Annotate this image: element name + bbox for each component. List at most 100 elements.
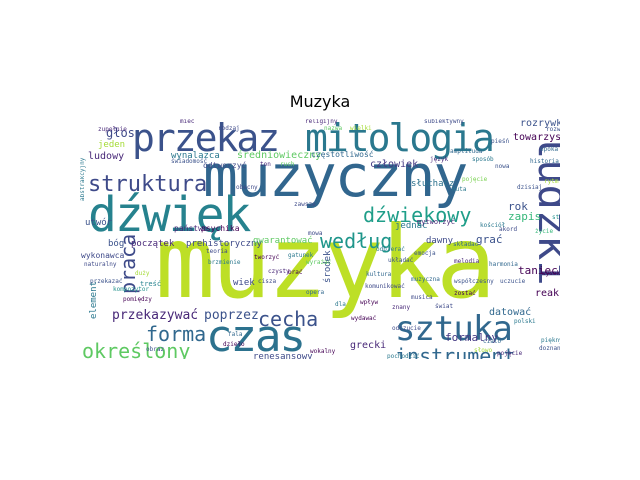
word: mytworzyć — [417, 218, 455, 226]
word: państwo — [174, 224, 208, 233]
word: układać — [388, 257, 414, 264]
word: pomiędzy — [123, 296, 152, 303]
word: dźwiękowy — [363, 203, 472, 227]
word: akord — [499, 226, 518, 233]
word: muzyczna — [411, 276, 440, 283]
word: grecki — [350, 340, 387, 351]
word: częstotliwość — [311, 150, 374, 159]
word: polski — [514, 318, 536, 325]
word: nuta — [452, 186, 467, 193]
word: utwór — [85, 218, 113, 228]
word: zupełnie — [98, 126, 127, 133]
word: składać — [453, 241, 479, 248]
word: reakcja — [535, 288, 560, 299]
word: początek — [131, 239, 175, 249]
word: wielki — [350, 125, 372, 132]
word: wysokość — [542, 270, 560, 277]
word: wynalazca — [171, 151, 220, 161]
word: doznanie — [539, 345, 560, 352]
word: melodia — [454, 258, 480, 265]
word: element — [89, 281, 99, 319]
word: mieć — [180, 119, 195, 125]
word: rytm — [544, 178, 559, 185]
word: wykonawca — [81, 251, 125, 260]
word: wokalny — [310, 348, 336, 355]
word: cisza — [258, 278, 277, 285]
word: średniowieczny — [237, 150, 322, 161]
word: pojęcie — [462, 176, 488, 183]
word: amplituda — [450, 148, 483, 155]
word: muzyka — [155, 204, 496, 321]
word: współczesny — [454, 278, 494, 285]
word: znany — [392, 304, 411, 311]
word: historia — [530, 158, 559, 165]
word: muzyczny — [203, 142, 468, 210]
word-cloud: muzyka muzyczny dźwięk przekaz mitologia… — [80, 119, 560, 359]
word: piękny — [541, 337, 560, 344]
word: zapis — [508, 210, 542, 223]
word: towarzyszyć — [513, 132, 560, 143]
word: ciało — [483, 338, 502, 345]
word: przekazywać — [112, 308, 199, 323]
word: mowa — [308, 230, 323, 237]
word: odtworzyć — [203, 161, 247, 170]
word: renesansowy — [253, 352, 313, 360]
word: epoka — [540, 146, 559, 153]
word: rodzaj — [218, 125, 240, 132]
word: określony — [82, 339, 191, 359]
word: psychika — [201, 224, 240, 233]
word: odczucie — [392, 325, 421, 332]
word: sztuka — [395, 309, 513, 349]
word: wyrażać — [306, 259, 332, 266]
word: mitologia — [305, 119, 495, 160]
word: przekazać — [90, 278, 123, 285]
word: życie — [535, 228, 554, 235]
word: człowiek — [370, 159, 419, 170]
word: brać — [288, 269, 303, 276]
word: naturalny — [84, 261, 117, 268]
word: emocja — [414, 250, 436, 257]
word: wpływ — [360, 299, 379, 306]
word: odbierać — [376, 246, 405, 253]
word: dawny — [426, 236, 454, 246]
word: język — [430, 156, 449, 163]
word: dzisiaj — [517, 184, 543, 191]
word: duży — [135, 270, 150, 277]
word: fala — [228, 331, 243, 338]
word: czas — [206, 311, 306, 359]
word: tworzyć — [254, 254, 280, 261]
word: musica — [411, 294, 433, 301]
word: opera — [306, 289, 325, 296]
word: gwarantować — [253, 236, 313, 246]
word: jednać — [395, 221, 428, 231]
word: ton — [260, 161, 271, 168]
word: zostać — [454, 290, 476, 297]
word: świadomość — [171, 158, 208, 165]
word: forma — [146, 322, 207, 346]
word: subiektywny — [424, 119, 464, 125]
word: brzmienie — [208, 259, 241, 266]
word: rozwój — [546, 126, 560, 133]
word: uczucie — [500, 278, 526, 285]
word: bóg — [108, 239, 125, 249]
word: kultura — [366, 271, 392, 278]
word: nowa — [495, 163, 510, 170]
word: słowo — [474, 347, 493, 354]
word: treść — [140, 280, 162, 288]
word: wiek — [233, 278, 255, 288]
word: słuchacz — [411, 179, 455, 189]
word: instrument — [395, 344, 516, 359]
word: według — [320, 229, 393, 253]
word: czysty — [268, 268, 290, 275]
word: zawsze — [294, 201, 316, 208]
word: obecny — [236, 184, 258, 191]
cloud-title: Muzyka — [289, 92, 351, 111]
word: formalny — [445, 331, 498, 344]
word: pochodzić — [387, 353, 420, 360]
word: jeden — [98, 140, 126, 150]
word: religijny — [305, 119, 338, 125]
word: struktura — [88, 172, 208, 197]
word: dzieło — [223, 341, 245, 348]
word: środek — [323, 250, 333, 283]
word: komunikować — [365, 283, 405, 290]
